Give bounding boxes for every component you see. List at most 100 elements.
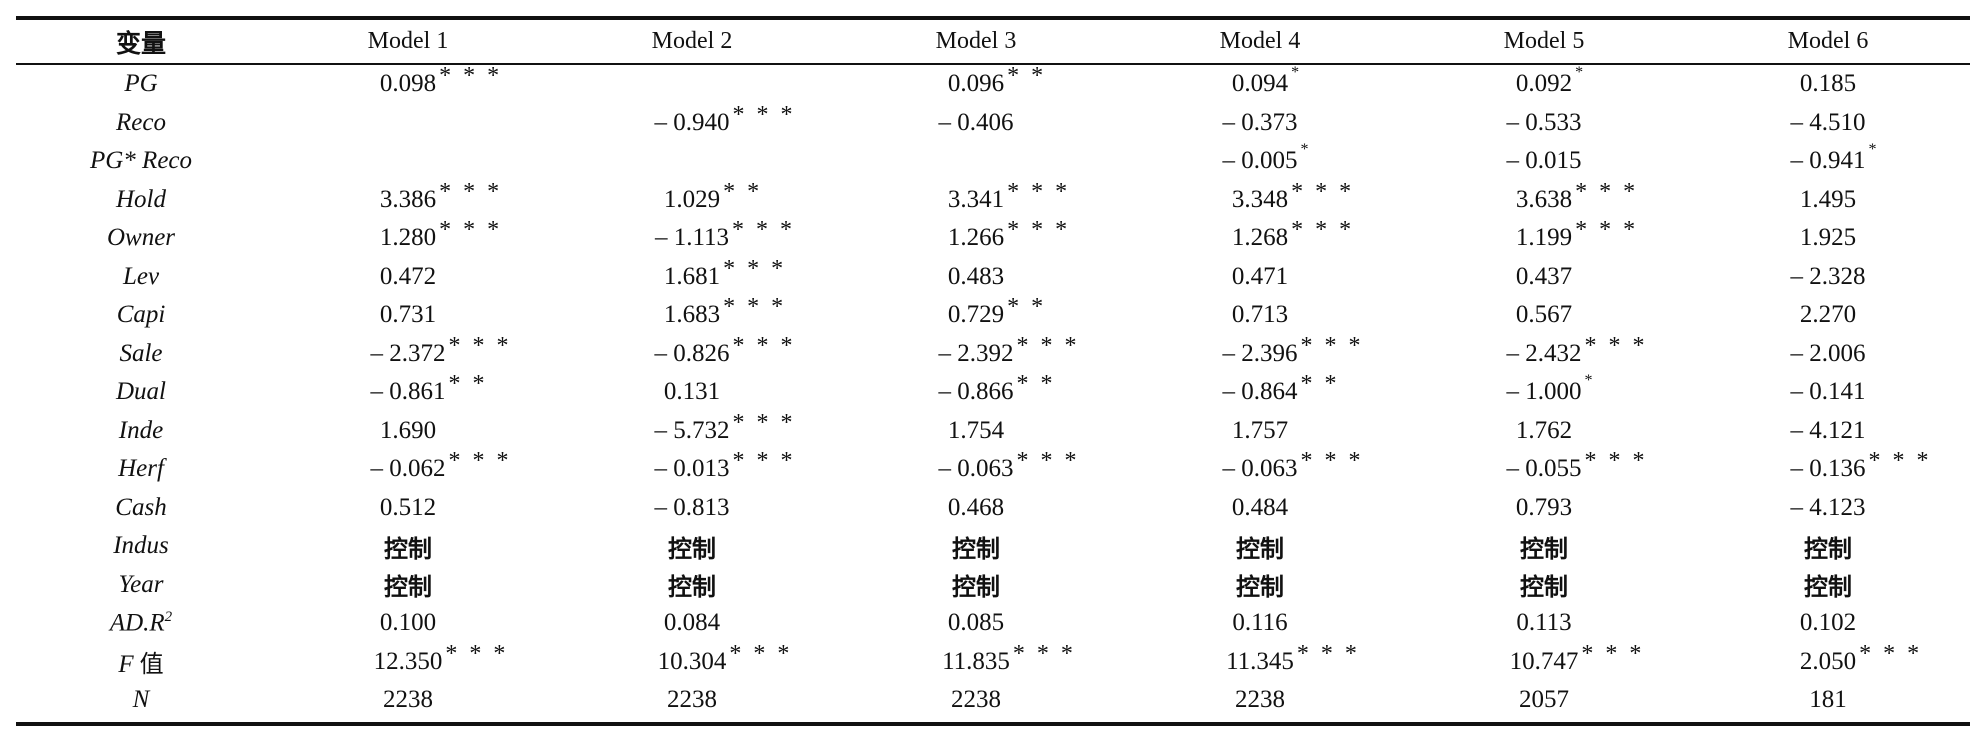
- coefficient-value: 1.029: [663, 185, 721, 213]
- coefficient-cell: – 0.866 * *: [834, 371, 1118, 412]
- coefficient-value: 2057: [1519, 686, 1569, 714]
- variable-name-cell: Inde: [16, 412, 266, 451]
- model-column-header: Model 5: [1503, 28, 1585, 54]
- variable-name: Cash: [115, 493, 167, 521]
- model-column-header: Model 6: [1787, 28, 1869, 54]
- coefficient-value: 3.341: [947, 185, 1005, 213]
- coefficient-value: 0.731: [379, 301, 437, 329]
- variable-name-cell: Capi: [16, 296, 266, 335]
- significance-stars: * * *: [445, 640, 509, 667]
- significance-stars: * * *: [1291, 217, 1355, 244]
- control-indicator: 控制: [1520, 573, 1568, 602]
- coefficient-value: 2.050: [1799, 647, 1857, 675]
- significance-stars: *: [1300, 141, 1309, 159]
- control-indicator: 控制: [668, 573, 716, 602]
- significance-stars: * * *: [439, 178, 503, 205]
- coefficient-group: 0.116: [1232, 609, 1287, 637]
- coefficient-value: 10.304: [657, 647, 727, 675]
- significance-stars: *: [1584, 372, 1593, 390]
- coefficient-cell: 1.757: [1118, 412, 1402, 451]
- coefficient-group: 0.437: [1516, 263, 1572, 291]
- coefficient-value: 3.638: [1515, 185, 1573, 213]
- coefficient-cell: 控制: [266, 566, 550, 605]
- coefficient-value: 0.116: [1232, 609, 1288, 637]
- variable-name: Indus: [113, 532, 169, 560]
- coefficient-cell: – 0.062 * * *: [266, 448, 550, 489]
- coefficient-group: 1.495: [1800, 186, 1856, 214]
- variable-name-cell: Owner: [16, 219, 266, 258]
- coefficient-group: – 4.123: [1791, 494, 1866, 522]
- coefficient-value: – 0.533: [1506, 108, 1582, 136]
- coefficient-cell: 1.199 * * *: [1402, 217, 1686, 258]
- coefficient-value: – 2.006: [1790, 339, 1866, 367]
- coefficient-cell: – 5.732 * * *: [550, 410, 834, 451]
- control-indicator: 控制: [384, 534, 432, 563]
- coefficient-value: 1.690: [379, 416, 437, 444]
- variable-name: Hold: [116, 185, 166, 213]
- coefficient-cell: 3.386 * * *: [266, 178, 550, 220]
- coefficient-value: 11.835: [942, 647, 1010, 675]
- coefficient-cell: – 4.123: [1686, 489, 1970, 528]
- coefficient-cell: 0.094 *: [1118, 64, 1402, 104]
- regression-table-container: 变量 Model 1 Model 2 Model 3 Model 4 Model…: [16, 16, 1970, 726]
- model-column-header: Model 4: [1219, 28, 1301, 54]
- coefficient-cell: – 0.941 *: [1686, 141, 1970, 181]
- coefficient-group: 0.484: [1232, 494, 1288, 522]
- significance-stars: * * *: [1296, 640, 1360, 667]
- coefficient-cell: – 4.121: [1686, 412, 1970, 451]
- variable-name-cell: Herf: [16, 450, 266, 489]
- significance-stars: *: [1868, 141, 1877, 159]
- coefficient-value: 0.102: [1799, 609, 1857, 637]
- coefficient-cell: 0.471: [1118, 258, 1402, 297]
- table-header: 变量 Model 1 Model 2 Model 3 Model 4 Model…: [16, 20, 1970, 65]
- significance-stars: * * *: [448, 448, 512, 475]
- coefficient-value: 1.762: [1515, 416, 1573, 444]
- coefficient-group: 0.094 *: [1231, 64, 1299, 98]
- significance-stars: * * *: [732, 448, 796, 475]
- coefficient-cell: 12.350 * * *: [266, 640, 550, 682]
- coefficient-cell: 控制: [266, 527, 550, 566]
- coefficient-group: 0.092 *: [1516, 64, 1583, 98]
- variable-name-cell: Indus: [16, 527, 266, 566]
- coefficient-value: 0.793: [1515, 493, 1573, 521]
- coefficient-value: – 0.013: [654, 455, 730, 483]
- variable-name-cell: Dual: [16, 373, 266, 412]
- coefficient-group: 0.713: [1232, 301, 1288, 329]
- coefficient-value: 11.345: [1226, 647, 1294, 675]
- variable-name: Year: [118, 570, 164, 598]
- significance-stars: * * *: [1575, 178, 1639, 205]
- coefficient-group: – 5.732 * * *: [655, 410, 793, 445]
- coefficient-group: 3.348 * * *: [1232, 179, 1351, 214]
- coefficient-cell: 控制: [1686, 527, 1970, 566]
- table-row: AD.R2 0.100 0.084 0.085 0.116 0.113 0.102: [16, 604, 1970, 643]
- coefficient-value: 0.512: [379, 493, 437, 521]
- coefficient-value: 0.094: [1231, 70, 1289, 98]
- coefficient-group: – 2.328: [1791, 263, 1866, 291]
- coefficient-group: 2057: [1519, 686, 1569, 714]
- coefficient-value: 0.437: [1515, 262, 1573, 290]
- coefficient-value: – 0.941: [1790, 147, 1866, 175]
- coefficient-group: 11.345 * * *: [1226, 641, 1357, 676]
- coefficient-group: 0.731: [380, 301, 436, 329]
- table-row: Indus 控制 控制 控制 控制 控制 控制: [16, 527, 1970, 566]
- coefficient-group: 0.793: [1516, 494, 1572, 522]
- coefficient-value: – 2.396: [1222, 339, 1298, 367]
- coefficient-cell: – 2.396 * * *: [1118, 333, 1402, 374]
- coefficient-value: 0.113: [1516, 609, 1572, 637]
- significance-stars: * *: [448, 371, 488, 398]
- coefficient-cell: – 0.005 *: [1118, 141, 1402, 181]
- coefficient-cell: – 0.063 * * *: [834, 448, 1118, 489]
- coefficient-group: – 0.533: [1507, 109, 1582, 137]
- variable-name: Dual: [116, 378, 166, 406]
- coefficient-cell: [266, 142, 550, 181]
- variable-name: PG* Reco: [89, 147, 193, 175]
- header-rule-row: [16, 63, 1970, 65]
- coefficient-value: – 0.136: [1790, 455, 1866, 483]
- coefficient-value: – 0.141: [1790, 378, 1866, 406]
- coefficient-value: 0.131: [663, 378, 721, 406]
- significance-stars: *: [1575, 64, 1584, 82]
- significance-stars: *: [1291, 64, 1300, 82]
- coefficient-cell: [266, 104, 550, 143]
- coefficient-value: – 0.005: [1222, 147, 1298, 175]
